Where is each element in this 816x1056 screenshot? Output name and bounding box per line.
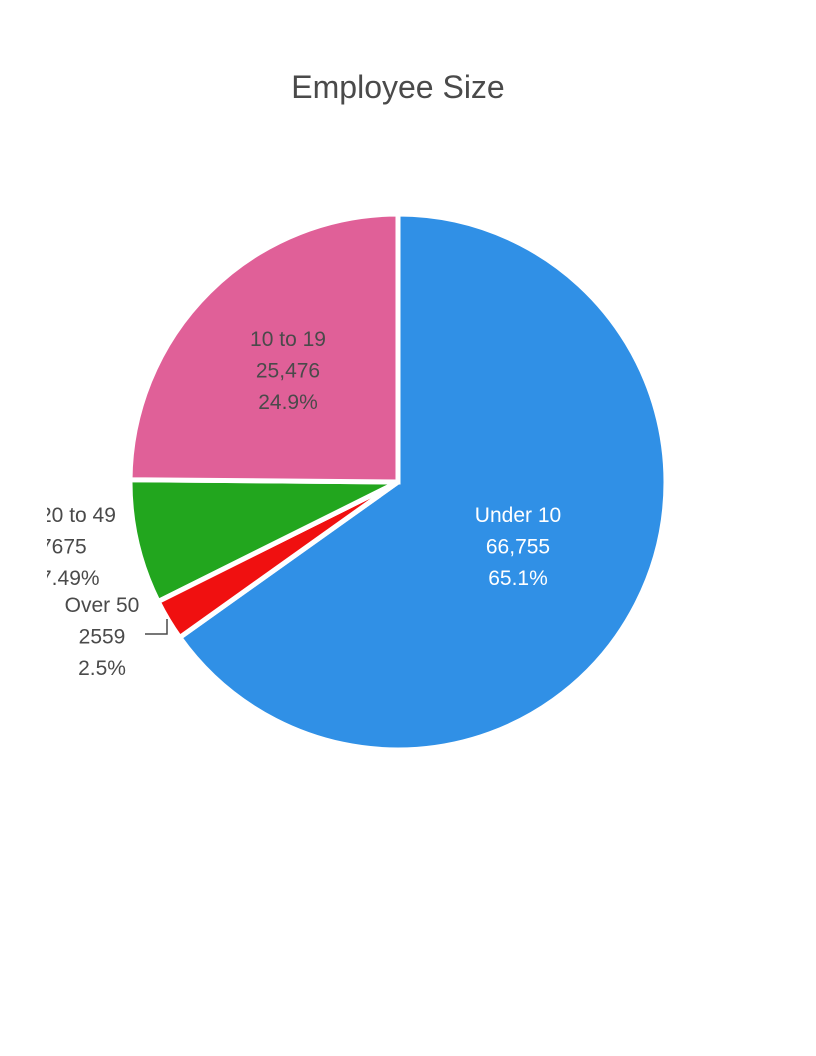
slice-label-value-under-10: 66,755 [486,536,550,559]
slice-label-value-20-to-49: 7675 [40,536,87,559]
pie-slice-under-10[interactable] [176,211,669,753]
slice-label-category-under-10: Under 10 [475,504,561,527]
chart-title: Employee Size [291,69,504,105]
pie-slice-20-to-49[interactable] [127,477,400,605]
slice-label-category-20-to-49: 20 to 49 [40,504,116,527]
leader-lines [145,619,168,635]
slice-label-value-over-50: 2559 [79,626,126,649]
pie-slices [127,211,669,753]
slice-label-percent-10-to-19: 24.9% [258,391,318,414]
slice-label-category-10-to-19: 10 to 19 [250,328,326,351]
slice-label-percent-20-to-49: 7.49% [40,567,100,590]
slice-labels: Under 10 66,755 65.1% Over 50 2559 2.5% 20 to … [40,328,561,680]
slice-label-percent-over-50: 2.5% [78,657,126,680]
slice-label-value-10-to-19: 25,476 [256,360,320,383]
leader-line-over-50 [145,619,168,635]
pie-slice-10-to-19[interactable] [127,211,401,485]
slice-label-percent-under-10: 65.1% [488,567,548,590]
slice-label-category-over-50: Over 50 [65,594,140,617]
